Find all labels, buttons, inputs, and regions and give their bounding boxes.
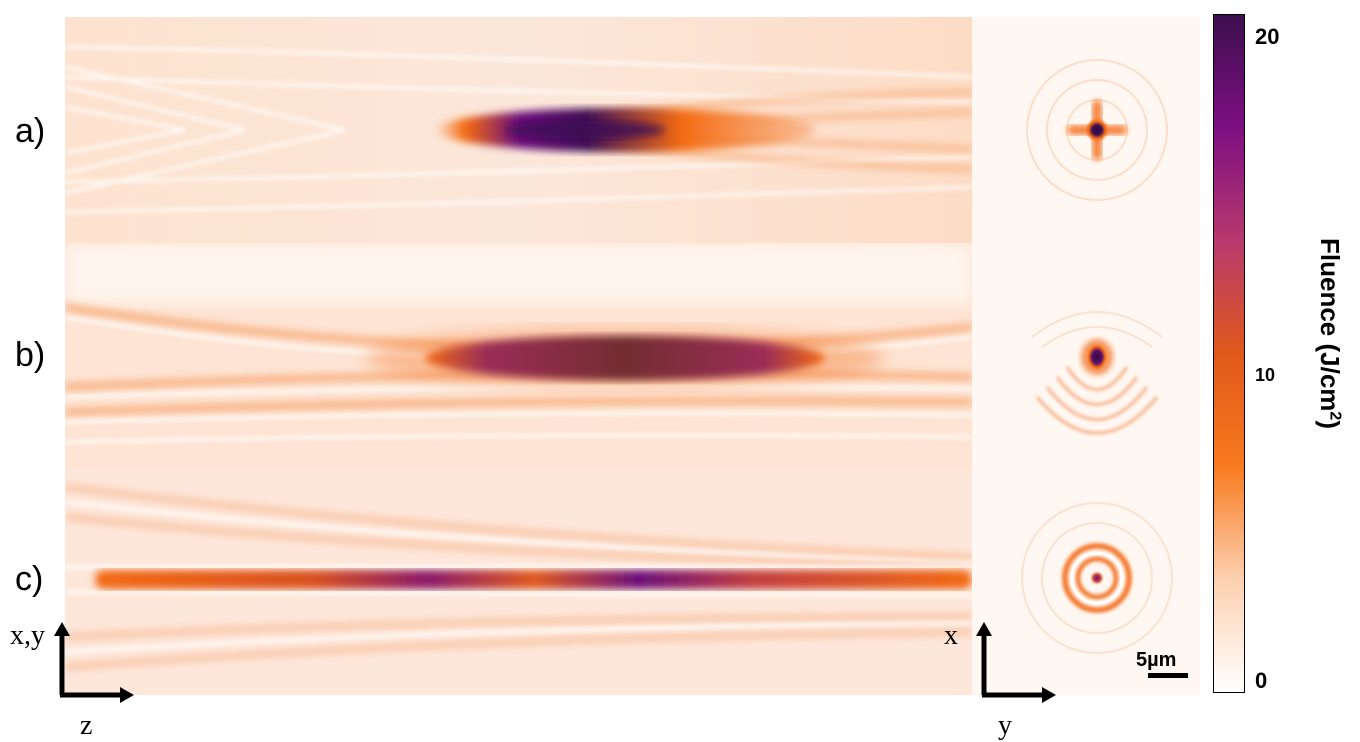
colorbar-tick-mid: 10 bbox=[1255, 365, 1276, 385]
panel-label-b: b) bbox=[15, 336, 46, 374]
scale-bar-label: 5µm bbox=[1136, 649, 1177, 671]
colorbar bbox=[1213, 14, 1245, 693]
colorbar-title-superscript: 2 bbox=[1326, 411, 1344, 421]
left-axis-arrows bbox=[54, 622, 134, 703]
panel-label-a: a) bbox=[15, 112, 46, 150]
longitudinal-fluence-maps bbox=[65, 17, 972, 695]
colorbar-title: Fluence (J/cm2) bbox=[1314, 238, 1345, 429]
scale-bar bbox=[1148, 673, 1188, 678]
panel-label-c: c) bbox=[15, 560, 44, 598]
panel-b-map bbox=[65, 243, 972, 469]
transverse-spot-b bbox=[1031, 311, 1163, 435]
colorbar-title-close: ) bbox=[1315, 420, 1345, 429]
transverse-spot-c bbox=[1021, 502, 1173, 654]
colorbar-tick-min: 0 bbox=[1255, 668, 1268, 693]
transverse-fluence-maps bbox=[972, 17, 1200, 695]
panel-a-map bbox=[65, 17, 972, 243]
left-vertical-axis-label: x,y bbox=[10, 620, 45, 651]
left-horizontal-axis-label: z bbox=[80, 710, 93, 741]
panel-c-map bbox=[65, 469, 972, 695]
right-horizontal-axis-label: y bbox=[998, 710, 1012, 741]
colorbar-tick-max: 20 bbox=[1255, 24, 1280, 49]
colorbar-title-text: Fluence (J/cm bbox=[1315, 238, 1345, 412]
right-axis-arrows bbox=[976, 622, 1056, 703]
right-vertical-axis-label: x bbox=[944, 620, 958, 651]
transverse-spot-a bbox=[1026, 59, 1168, 201]
